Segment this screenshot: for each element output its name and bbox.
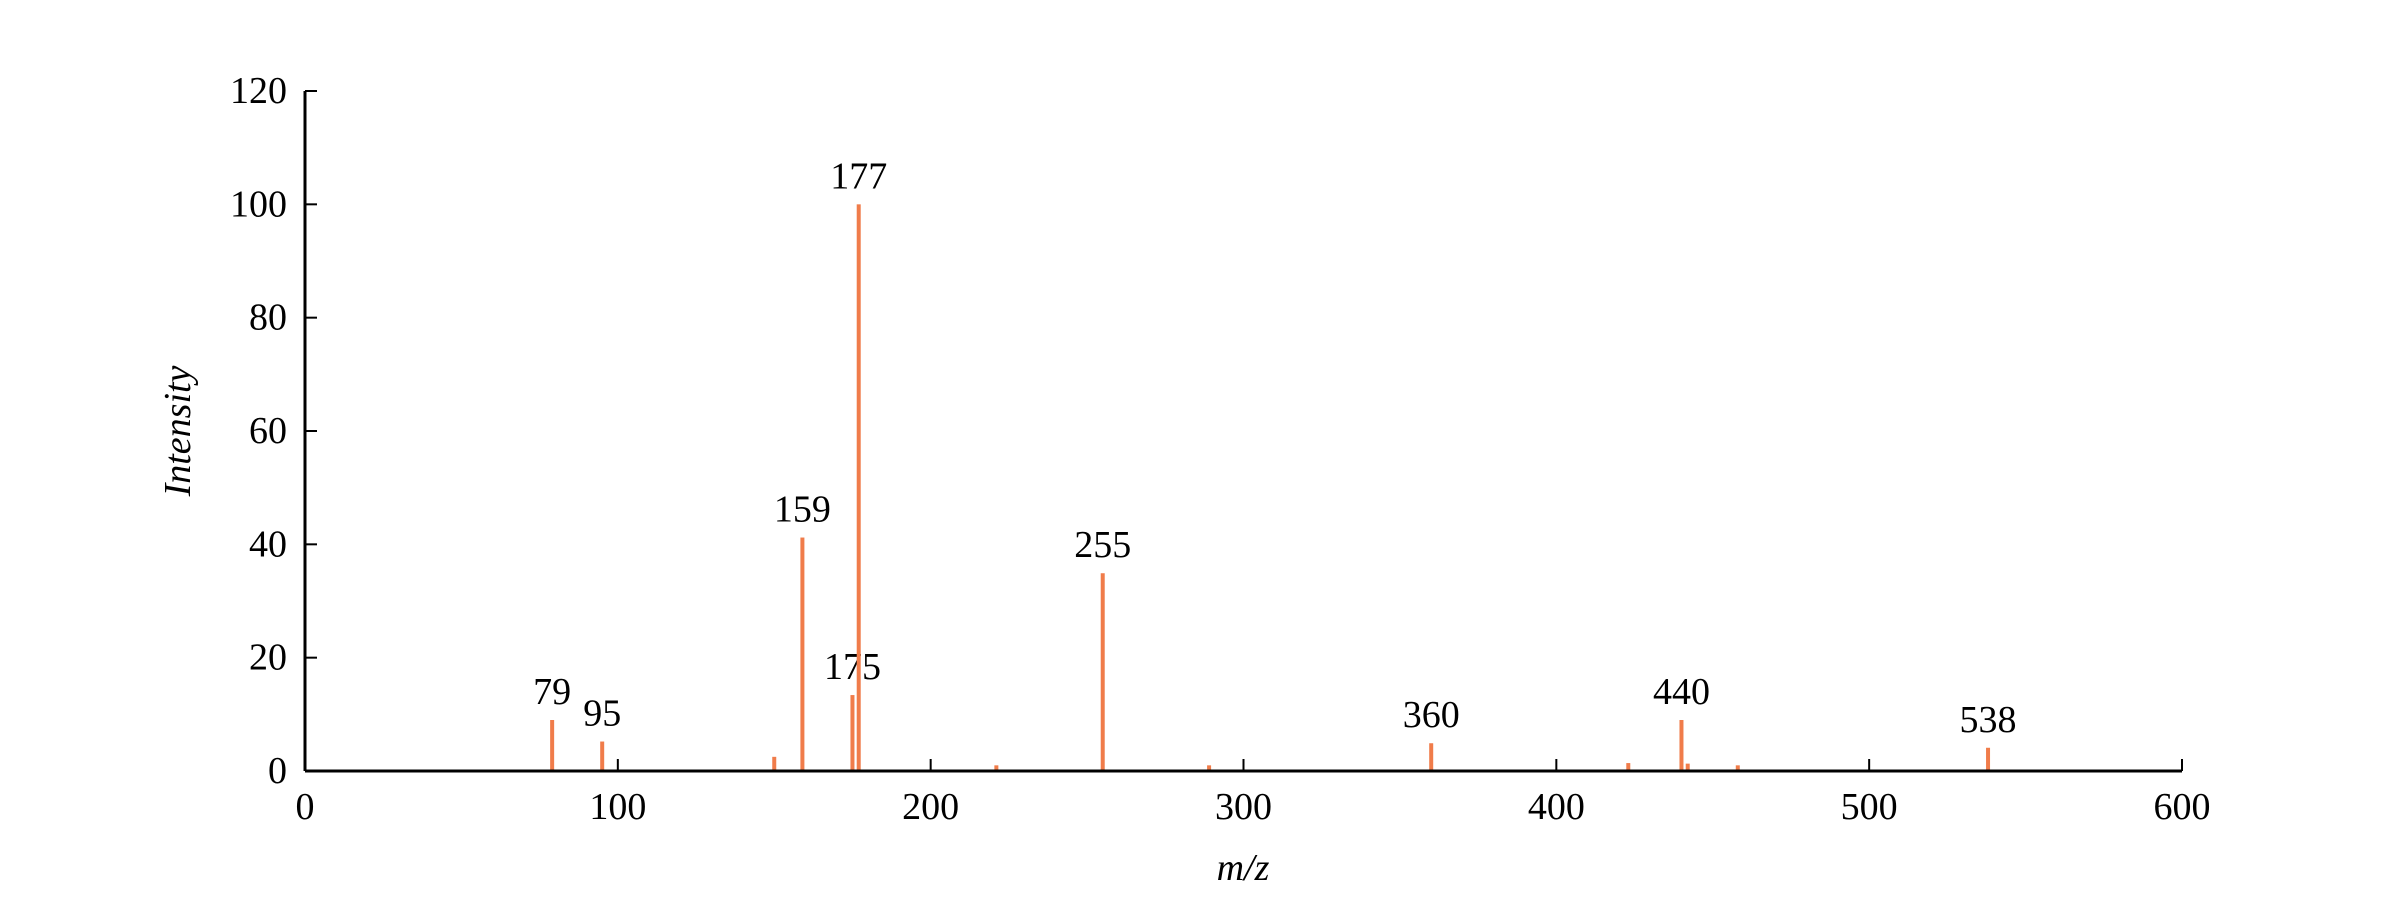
y-tick-label: 100: [230, 183, 287, 225]
peak: [1429, 743, 1434, 771]
x-tick-label: 100: [589, 786, 646, 828]
peak: [994, 765, 999, 771]
peak-label: 255: [1074, 524, 1131, 566]
peak-label: 360: [1403, 694, 1460, 736]
x-tick-label: 500: [1841, 786, 1898, 828]
peak: [1207, 765, 1212, 771]
peak: [1100, 573, 1105, 771]
peak-label: 440: [1653, 671, 1710, 713]
peak: [600, 741, 605, 771]
peak-label: 177: [830, 155, 887, 197]
x-tick-label: 300: [1215, 786, 1272, 828]
peak-label: 538: [1960, 699, 2017, 741]
peak: [850, 695, 855, 771]
y-axis-title: Intensity: [157, 365, 199, 497]
peak: [772, 756, 777, 771]
peak: [800, 537, 805, 771]
y-tick-label: 0: [268, 750, 287, 792]
peak: [1685, 763, 1690, 771]
peak: [1735, 765, 1740, 771]
y-tick-label: 120: [230, 70, 287, 112]
x-axis-title: m/z: [1217, 847, 1270, 889]
peak-label: 175: [824, 646, 881, 688]
x-tick-label: 200: [902, 786, 959, 828]
x-tick-label: 400: [1528, 786, 1585, 828]
peak-label: 95: [583, 693, 621, 735]
peak-label: 159: [774, 489, 831, 531]
peak: [550, 720, 555, 771]
y-tick-label: 20: [249, 637, 287, 679]
y-tick-label: 80: [249, 297, 287, 339]
peak: [1626, 763, 1631, 771]
x-tick-label: 0: [296, 786, 315, 828]
peak: [1679, 720, 1684, 771]
peak: [856, 204, 861, 772]
y-tick-label: 60: [249, 410, 287, 452]
y-tick-label: 40: [249, 523, 287, 565]
peak-label: 79: [533, 671, 571, 713]
peak: [1986, 747, 1991, 771]
x-tick-label: 600: [2154, 786, 2211, 828]
